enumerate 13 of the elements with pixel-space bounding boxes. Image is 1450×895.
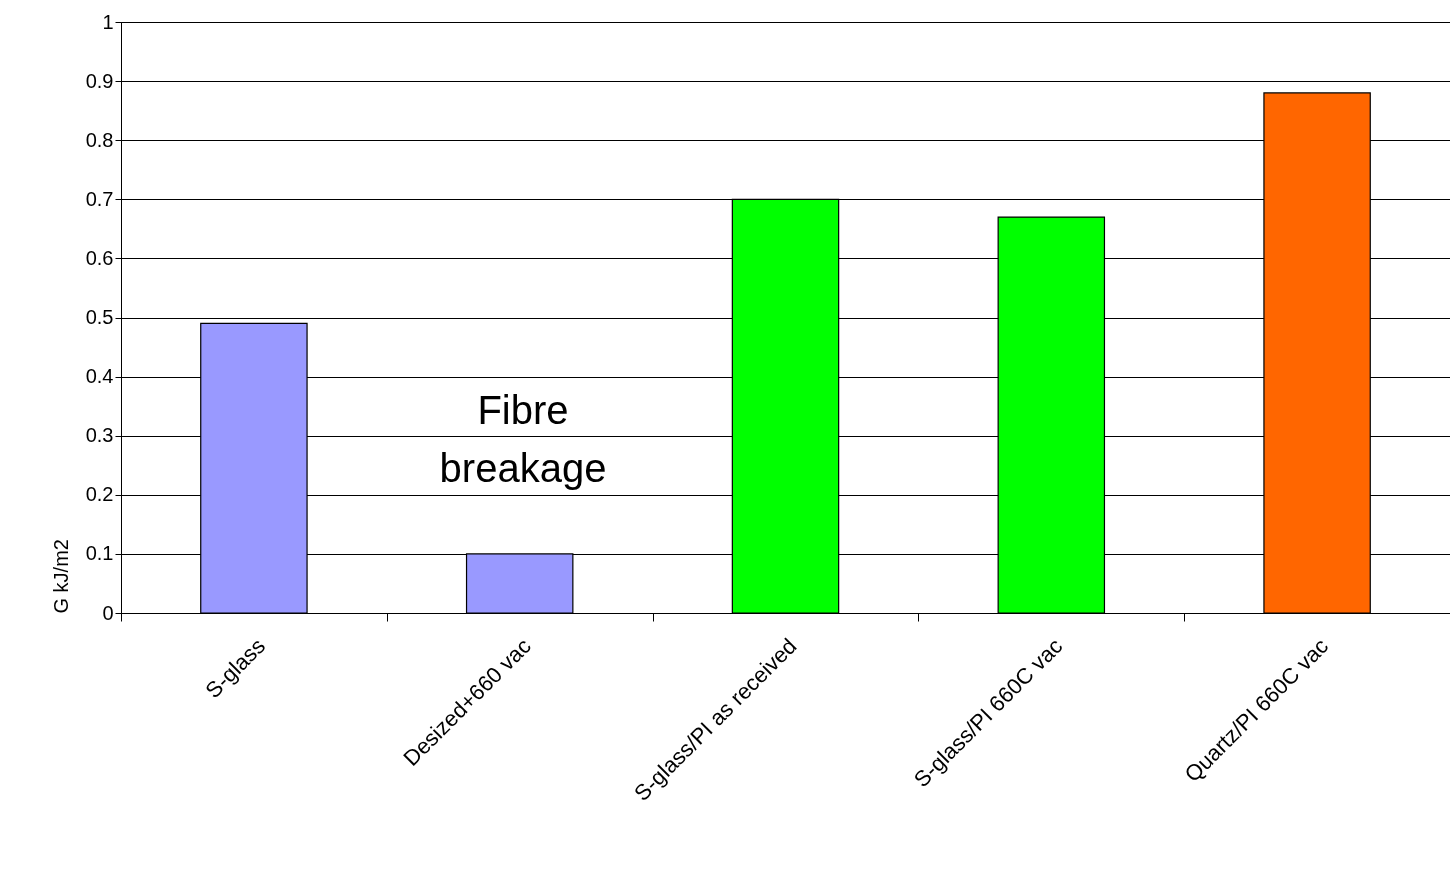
- y-tick-label: 0.8: [85, 128, 114, 151]
- y-tick-label: 0.2: [85, 483, 114, 506]
- annotation: Fibre breakage: [439, 388, 607, 490]
- y-tick-label: 0.9: [85, 69, 114, 92]
- y-tick-label: 0.3: [85, 424, 114, 447]
- y-tick-label: 0: [102, 601, 114, 624]
- y-tick-label: 0.6: [85, 246, 114, 269]
- y-tick-label: 0.7: [85, 187, 114, 210]
- y-tick-label: 0.1: [85, 542, 114, 565]
- y-tick-label: 1: [102, 10, 114, 33]
- y-axis-title: G kJ/m2: [49, 539, 72, 614]
- y-tick-label: 0.4: [85, 365, 114, 388]
- y-tick-label: 0.5: [85, 306, 114, 328]
